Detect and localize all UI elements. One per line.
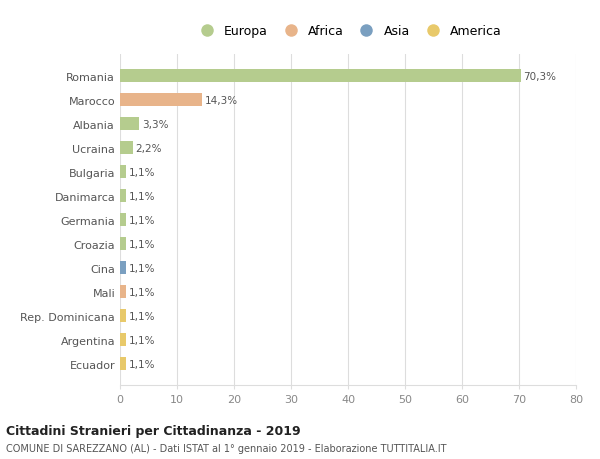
Bar — [120, 118, 139, 131]
Bar — [120, 262, 126, 275]
Bar — [120, 70, 521, 83]
Text: 2,2%: 2,2% — [136, 144, 162, 153]
Bar — [120, 94, 202, 107]
Text: 1,1%: 1,1% — [129, 287, 155, 297]
Bar — [120, 214, 126, 227]
Bar — [120, 333, 126, 347]
Text: 1,1%: 1,1% — [129, 191, 155, 202]
Bar — [120, 142, 133, 155]
Bar — [120, 166, 126, 179]
Bar — [120, 309, 126, 323]
Text: 1,1%: 1,1% — [129, 168, 155, 178]
Bar — [120, 285, 126, 299]
Text: 1,1%: 1,1% — [129, 239, 155, 249]
Text: 1,1%: 1,1% — [129, 335, 155, 345]
Text: 1,1%: 1,1% — [129, 215, 155, 225]
Text: Cittadini Stranieri per Cittadinanza - 2019: Cittadini Stranieri per Cittadinanza - 2… — [6, 424, 301, 437]
Text: 1,1%: 1,1% — [129, 311, 155, 321]
Bar — [120, 358, 126, 370]
Bar — [120, 238, 126, 251]
Text: 3,3%: 3,3% — [142, 120, 168, 129]
Text: 70,3%: 70,3% — [524, 72, 557, 82]
Legend: Europa, Africa, Asia, America: Europa, Africa, Asia, America — [190, 22, 506, 42]
Text: 1,1%: 1,1% — [129, 263, 155, 273]
Text: 1,1%: 1,1% — [129, 359, 155, 369]
Text: COMUNE DI SAREZZANO (AL) - Dati ISTAT al 1° gennaio 2019 - Elaborazione TUTTITAL: COMUNE DI SAREZZANO (AL) - Dati ISTAT al… — [6, 443, 446, 453]
Bar — [120, 190, 126, 203]
Text: 14,3%: 14,3% — [205, 95, 238, 106]
